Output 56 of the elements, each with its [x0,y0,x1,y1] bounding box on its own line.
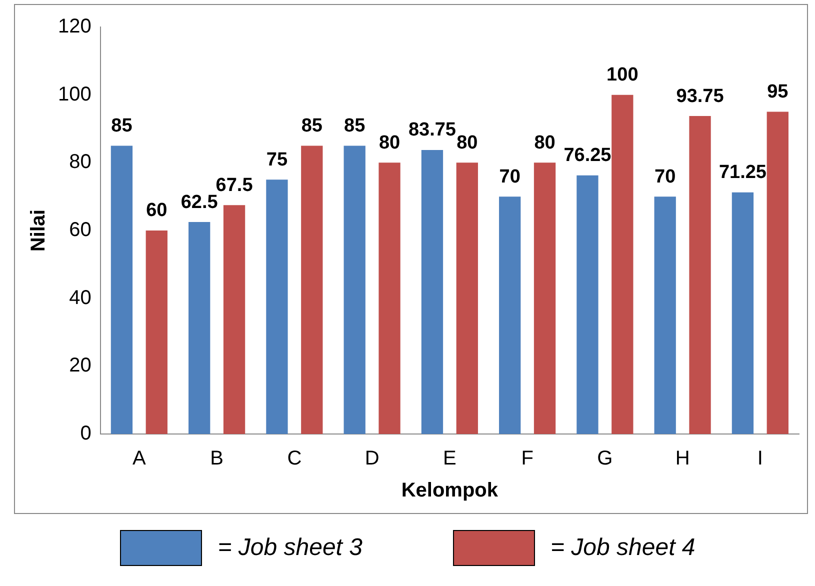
x-tick-label: E [443,448,456,470]
data-label: 71.25 [718,162,767,184]
x-tick-label: C [287,448,302,470]
data-label: 93.75 [676,86,724,107]
bar [146,230,168,434]
bar [689,116,711,434]
bar [766,112,788,434]
bar [378,162,400,434]
data-label: 80 [534,132,556,154]
data-label: 80 [456,132,478,154]
x-tick-label: G [597,448,613,470]
data-label: 76.25 [564,145,612,166]
x-tick-label: B [210,448,224,470]
data-label: 83.75 [408,120,456,141]
data-label: 85 [301,115,323,136]
x-tick-label: A [132,448,147,470]
data-label: 100 [606,64,638,86]
x-tick-label: I [757,448,763,470]
bar [576,175,598,434]
bar [301,146,323,434]
x-axis-title: Kelompok [401,480,499,502]
bar [456,162,478,434]
bar [223,205,246,434]
data-label: 60 [146,200,168,222]
data-label: 95 [767,82,789,103]
y-tick-label: 20 [69,354,92,377]
data-label: 70 [654,166,676,188]
data-label: 85 [344,115,366,136]
bar [654,196,676,434]
y-tick-label: 100 [58,83,92,106]
data-label: 75 [266,149,288,170]
bar [421,150,444,434]
x-tick-label: D [364,448,380,470]
data-label: 85 [111,115,133,136]
bar [344,146,366,434]
bar [534,162,556,434]
y-tick-label: 80 [69,151,92,174]
y-tick-label: 120 [58,16,92,38]
legend-label: = Job sheet 4 [550,534,696,562]
bar [188,222,210,434]
bar [110,146,133,434]
x-tick-label: F [521,448,534,470]
x-tick-label: H [675,448,690,470]
data-label: 80 [378,132,400,154]
data-label: 70 [499,166,520,188]
legend-label: = Job sheet 3 [218,534,362,562]
bar [266,180,288,434]
y-tick-label: 0 [80,422,92,445]
y-axis-title: Nilai [28,209,50,252]
data-label: 62.5 [180,192,218,213]
bar [732,192,754,434]
bar [499,196,521,434]
data-label: 67.5 [216,174,254,196]
y-tick-label: 60 [69,219,92,242]
bar [612,94,634,434]
y-tick-label: 40 [69,286,92,309]
